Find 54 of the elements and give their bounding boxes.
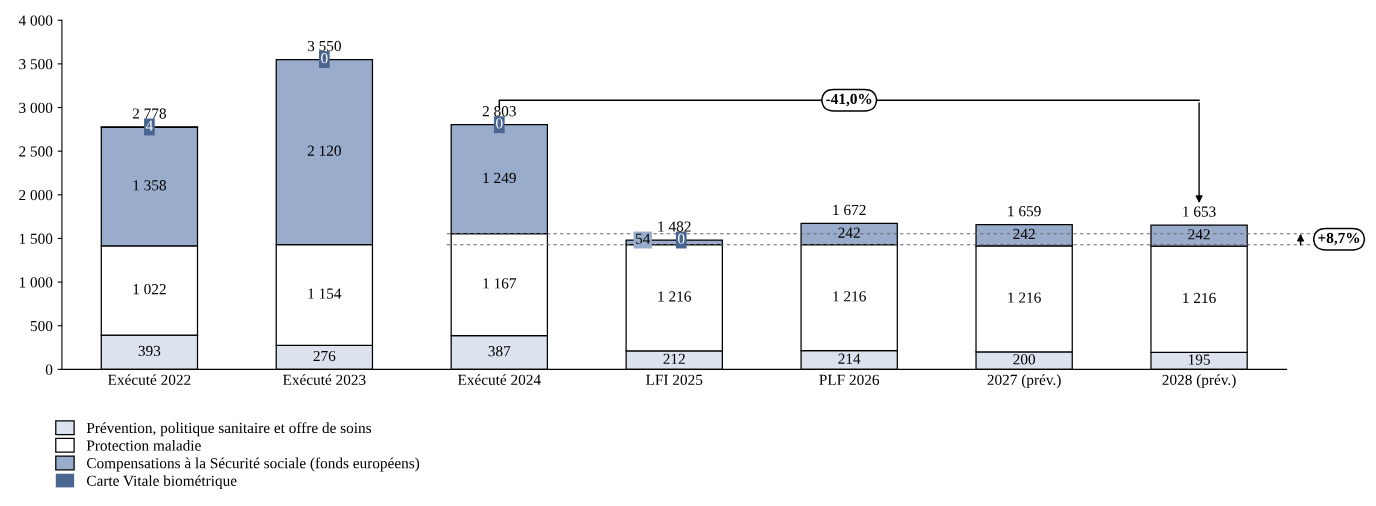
total-label: 3 550: [307, 40, 341, 52]
data-label: 212: [663, 353, 685, 364]
data-label: 387: [488, 346, 511, 357]
data-label: 1 022: [133, 283, 166, 295]
total-label: 1 653: [1183, 206, 1216, 217]
y-tick-label: 2 000: [19, 189, 53, 201]
x-tick-label: LFI 2025: [646, 374, 703, 385]
total-label: 1 672: [833, 204, 866, 216]
legend-label: Carte Vitale biométrique: [86, 475, 237, 490]
x-tick-label: Exécuté 2023: [283, 374, 366, 385]
x-tick-label: Exécuté 2024: [457, 374, 541, 385]
data-label: 214: [838, 353, 861, 364]
data-label: 0: [678, 233, 685, 244]
y-tick-label: 4 000: [18, 15, 53, 26]
data-label: 1 216: [658, 291, 691, 302]
y-tick-label: 1 500: [19, 233, 53, 244]
legend-label: Compensations à la Sécurité sociale (fonds européens): [86, 457, 420, 472]
data-label: 195: [1188, 354, 1210, 365]
total-label: 2 803: [482, 106, 516, 117]
total-label: 1 659: [1008, 206, 1041, 217]
x-tick-label: 2027 (prév.): [987, 374, 1061, 389]
annotation: -41,0%: [826, 93, 872, 107]
data-label: 200: [1013, 354, 1036, 365]
total-label: 1 482: [658, 221, 691, 232]
data-label: 1 216: [1183, 292, 1216, 304]
y-tick-label: 0: [45, 364, 53, 375]
data-label: 393: [138, 345, 161, 357]
legend-label: Protection maladie: [86, 439, 201, 451]
data-label: 242: [838, 227, 860, 238]
data-label: 2 120: [307, 145, 341, 156]
data-label: 54: [636, 233, 651, 244]
data-label: 1 358: [133, 180, 166, 191]
legend-label: Prévention, politique sanitaire et offre de soins: [86, 422, 372, 437]
x-tick-label: PLF 2026: [819, 374, 880, 385]
text: +8,7%: [1318, 232, 1360, 246]
data-label: 1 216: [833, 291, 866, 302]
data-label: 276: [313, 350, 336, 362]
data-label: 0: [321, 53, 328, 64]
y-tick-label: 500: [30, 320, 53, 332]
y-tick-label: 3 500: [19, 59, 53, 70]
x-tick-label: 2028 (prév.): [1162, 374, 1236, 389]
data-label: 242: [1013, 228, 1035, 239]
y-tick-label: 1 000: [19, 277, 53, 288]
y-tick-label: 3 000: [19, 102, 53, 113]
data-label: 1 249: [483, 172, 516, 184]
y-tick-label: 2 500: [19, 146, 53, 157]
total-label: 2 778: [132, 108, 166, 119]
data-label: 0: [496, 118, 503, 129]
data-label: 1 167: [483, 278, 517, 289]
data-label: 1 216: [1008, 292, 1041, 303]
data-label: 4: [145, 120, 153, 131]
x-tick-label: Exécuté 2022: [108, 374, 191, 385]
data-label: 242: [1188, 229, 1210, 240]
data-label: 1 154: [308, 288, 342, 299]
